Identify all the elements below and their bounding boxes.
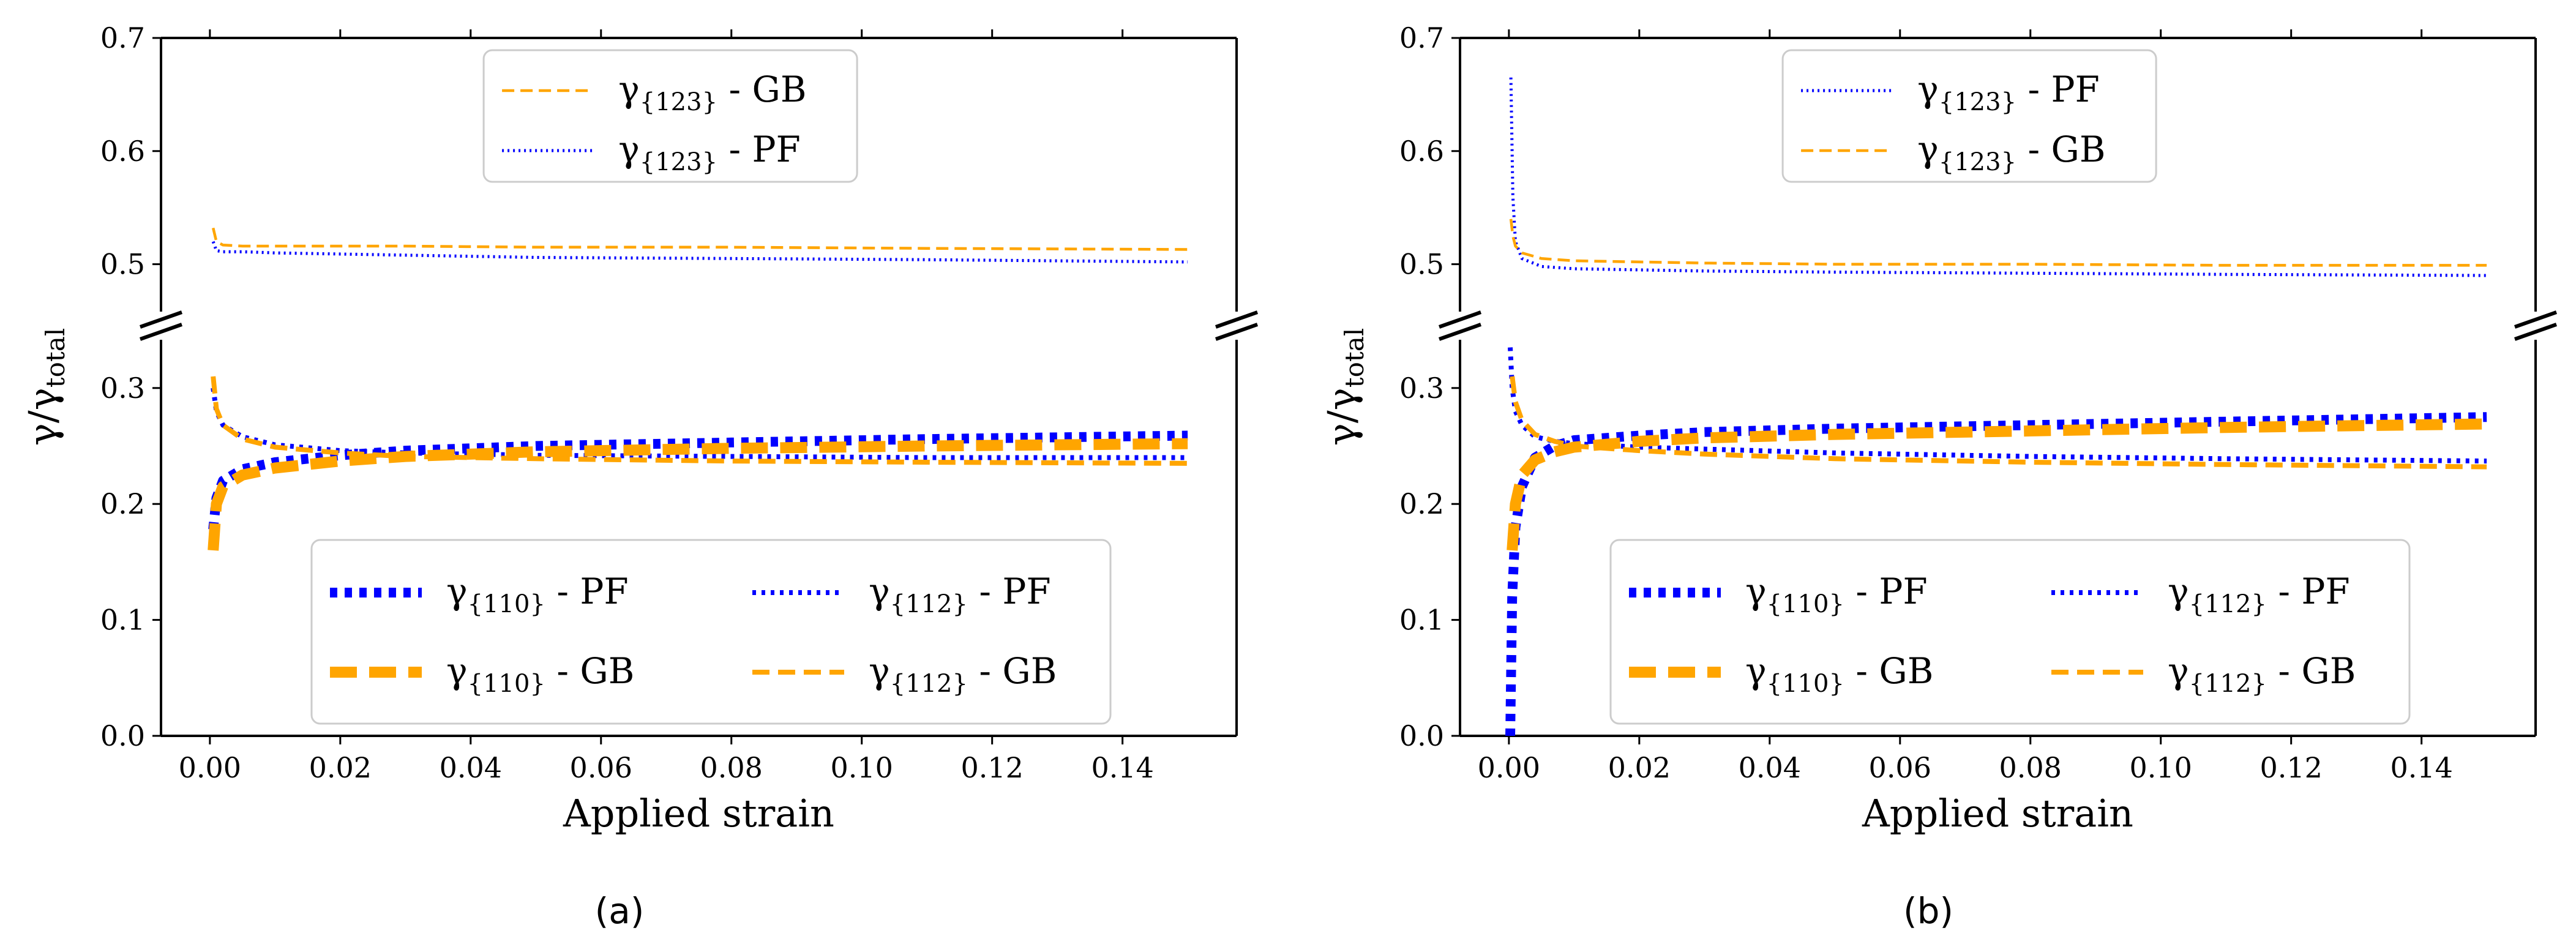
- axis-break-mark: [140, 310, 182, 329]
- y-axis-title: γ/γtotal: [20, 328, 70, 446]
- y-axis-title: γ/γtotal: [1319, 328, 1369, 446]
- legend-lower: γ{110} - PF γ{112} - PF γ{110} - GB γ{112} …: [310, 539, 1112, 725]
- series-line-112PF: [211, 388, 1188, 460]
- legend-upper: γ{123} - PF γ{123} - GB: [1781, 49, 2157, 183]
- series-line-110GB: [1507, 418, 2487, 551]
- x-axis-title: Applied strain: [563, 791, 834, 836]
- x-tick-label: 0.12: [2260, 751, 2322, 784]
- panel-b: 0.00 0.02 0.04 0.06 0.08 0.10 0.12 0.14 0.0 0.1 0.…: [1319, 21, 2557, 836]
- axis-break-mark: [2514, 310, 2557, 329]
- legend-lower: γ{110} - PF γ{112} - PF γ{110} - GB γ{112} …: [1609, 539, 2411, 725]
- legend-label-112PF: γ{112} - PF: [2168, 571, 2350, 618]
- legend-label-123GB: γ{123} - GB: [1917, 129, 2105, 176]
- legend-lower-frame: [310, 539, 1112, 725]
- axis-break-mark: [2514, 323, 2557, 341]
- x-tick-label: 0.02: [309, 751, 372, 784]
- y-tick-label: 0.0: [100, 719, 145, 752]
- axis-break-mark: [1215, 310, 1258, 329]
- legend-label-123GB: γ{123} - GB: [618, 69, 806, 116]
- y-tick-label: 0.5: [100, 248, 145, 281]
- series-line-123PF: [211, 241, 1188, 264]
- axis-break-mark: [1439, 323, 1481, 341]
- series-group: [208, 227, 1188, 551]
- legend-label-110GB: γ{110} - GB: [1745, 650, 1933, 698]
- x-axis-title: Applied strain: [1862, 791, 2133, 836]
- y-tick-label: 0.6: [1399, 135, 1444, 168]
- x-tick-label: 0.10: [2130, 751, 2192, 784]
- legend-label-112GB: γ{112} - GB: [869, 650, 1057, 698]
- y-tick-label: 0.2: [100, 487, 145, 520]
- legend-label-110PF: γ{110} - PF: [446, 571, 629, 618]
- series-line-112GB: [211, 376, 1188, 466]
- y-tick-label: 0.7: [100, 21, 145, 54]
- x-tick-label: 0.12: [960, 751, 1023, 784]
- x-tick-label: 0.00: [179, 751, 241, 784]
- series-line-123PF: [1509, 77, 2487, 277]
- y-tick-label: 0.5: [1399, 248, 1444, 281]
- series-group: [1505, 77, 2487, 736]
- axis-break-mark: [1439, 310, 1481, 329]
- y-tick-label: 0.6: [100, 135, 145, 168]
- legend-label-110GB: γ{110} - GB: [446, 650, 634, 698]
- series-line-123GB: [1509, 219, 2487, 267]
- x-tick-label: 0.08: [1999, 751, 2062, 784]
- y-tick-label: 0.3: [100, 372, 145, 405]
- y-tick-label: 0.0: [1399, 719, 1444, 752]
- legend-upper: γ{123} - GB γ{123} - PF: [482, 49, 858, 183]
- y-tick-label: 0.1: [100, 604, 145, 637]
- y-tick-label: 0.7: [1399, 21, 1444, 54]
- x-tick-label: 0.08: [700, 751, 763, 784]
- x-tick-label: 0.14: [1091, 751, 1153, 784]
- series-line-110GB: [208, 438, 1188, 551]
- panel-a: 0.00 0.02 0.04 0.06 0.08 0.10 0.12 0.14 0.0 0.1 0.…: [20, 21, 1258, 836]
- x-tick-label: 0.10: [831, 751, 893, 784]
- legend-upper-frame: [482, 49, 858, 183]
- caption-a: (a): [595, 890, 645, 932]
- y-tick-label: 0.3: [1399, 372, 1444, 405]
- x-tick-label: 0.06: [570, 751, 632, 784]
- x-tick-label: 0.04: [1739, 751, 1801, 784]
- legend-lower-frame: [1609, 539, 2411, 725]
- legend-label-110PF: γ{110} - PF: [1745, 571, 1928, 618]
- legend-label-112PF: γ{112} - PF: [869, 571, 1051, 618]
- axis-break-mark: [1215, 323, 1258, 341]
- legend-label-123PF: γ{123} - PF: [618, 129, 801, 176]
- legend-label-112GB: γ{112} - GB: [2168, 650, 2356, 698]
- axis-break-mark: [140, 323, 182, 341]
- x-tick-label: 0.04: [440, 751, 502, 784]
- series-line-123GB: [212, 227, 1188, 251]
- y-tick-label: 0.2: [1399, 487, 1444, 520]
- series-line-112PF: [1508, 347, 2487, 464]
- series-line-112GB: [1510, 376, 2487, 470]
- legend-upper-frame: [1781, 49, 2157, 183]
- legend-label-123PF: γ{123} - PF: [1917, 69, 2100, 116]
- caption-b: (b): [1903, 890, 1953, 932]
- x-tick-label: 0.06: [1869, 751, 1931, 784]
- x-tick-label: 0.02: [1608, 751, 1671, 784]
- y-tick-label: 0.1: [1399, 604, 1444, 637]
- x-tick-label: 0.14: [2390, 751, 2452, 784]
- x-tick-label: 0.00: [1478, 751, 1540, 784]
